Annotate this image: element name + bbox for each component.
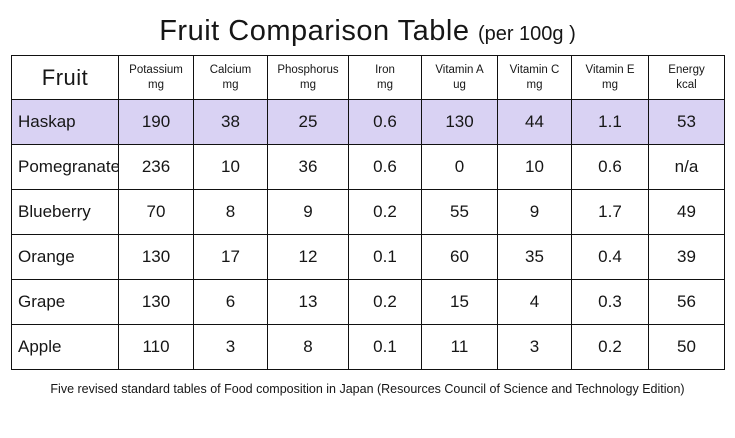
value-cell: n/a bbox=[648, 144, 725, 190]
column-unit: ug bbox=[453, 78, 466, 91]
header-row: Fruit Potassium mg Calcium mg Phosphorus mg Ir… bbox=[11, 55, 725, 100]
value-cell: 39 bbox=[648, 234, 725, 280]
source-note: Five revised standard tables of Food com… bbox=[50, 382, 685, 396]
value-cell: 3 bbox=[497, 324, 572, 370]
column-unit: kcal bbox=[676, 78, 697, 91]
column-header-vitamin-e: Vitamin E mg bbox=[571, 55, 649, 100]
page-title: Fruit Comparison Table (per 100g ) bbox=[0, 0, 735, 55]
value-cell: 0.1 bbox=[348, 324, 422, 370]
column-header-fruit: Fruit bbox=[11, 55, 119, 100]
column-unit: mg bbox=[300, 78, 316, 91]
fruit-name-cell: Grape bbox=[11, 279, 119, 325]
value-cell: 13 bbox=[267, 279, 349, 325]
fruit-name-cell: Blueberry bbox=[11, 189, 119, 235]
value-cell: 8 bbox=[267, 324, 349, 370]
value-cell: 50 bbox=[648, 324, 725, 370]
value-cell: 3 bbox=[193, 324, 268, 370]
table-row: Apple 110 3 8 0.1 11 3 0.2 50 bbox=[11, 324, 725, 370]
column-label: Calcium bbox=[209, 63, 252, 76]
value-cell: 25 bbox=[267, 99, 349, 145]
value-cell: 1.7 bbox=[571, 189, 649, 235]
value-cell: 110 bbox=[118, 324, 194, 370]
fruit-name-cell: Pomegranate bbox=[11, 144, 119, 190]
value-cell: 53 bbox=[648, 99, 725, 145]
value-cell: 1.1 bbox=[571, 99, 649, 145]
value-cell: 6 bbox=[193, 279, 268, 325]
column-unit: mg bbox=[377, 78, 393, 91]
fruit-name-cell: Haskap bbox=[11, 99, 119, 145]
page-title-suffix: (per 100g ) bbox=[477, 23, 576, 45]
value-cell: 60 bbox=[421, 234, 498, 280]
column-label: Vitamin A bbox=[435, 63, 484, 76]
fruit-name-cell: Apple bbox=[11, 324, 119, 370]
value-cell: 130 bbox=[421, 99, 498, 145]
value-cell: 9 bbox=[267, 189, 349, 235]
value-cell: 0.2 bbox=[571, 324, 649, 370]
value-cell: 55 bbox=[421, 189, 498, 235]
value-cell: 49 bbox=[648, 189, 725, 235]
value-cell: 0.1 bbox=[348, 234, 422, 280]
value-cell: 0.4 bbox=[571, 234, 649, 280]
column-header-energy: Energy kcal bbox=[648, 55, 725, 100]
value-cell: 0.6 bbox=[348, 99, 422, 145]
value-cell: 12 bbox=[267, 234, 349, 280]
fruit-name-cell: Orange bbox=[11, 234, 119, 280]
table-row: Grape 130 6 13 0.2 15 4 0.3 56 bbox=[11, 279, 725, 325]
fruit-comparison-table: Fruit Potassium mg Calcium mg Phosphorus mg Ir… bbox=[11, 55, 725, 370]
table-row: Haskap 190 38 25 0.6 130 44 1.1 53 bbox=[11, 99, 725, 145]
value-cell: 0.6 bbox=[571, 144, 649, 190]
column-label: Vitamin C bbox=[509, 63, 560, 76]
table-row: Blueberry 70 8 9 0.2 55 9 1.7 49 bbox=[11, 189, 725, 235]
column-unit: mg bbox=[222, 78, 239, 91]
value-cell: 0 bbox=[421, 144, 498, 190]
column-header-potassium: Potassium mg bbox=[118, 55, 194, 100]
value-cell: 130 bbox=[118, 279, 194, 325]
value-cell: 8 bbox=[193, 189, 268, 235]
value-cell: 130 bbox=[118, 234, 194, 280]
table-body: Haskap 190 38 25 0.6 130 44 1.1 53 Pomegranate 236… bbox=[11, 99, 725, 370]
column-header-iron: Iron mg bbox=[348, 55, 422, 100]
value-cell: 17 bbox=[193, 234, 268, 280]
column-unit: mg bbox=[148, 78, 164, 91]
value-cell: 0.3 bbox=[571, 279, 649, 325]
table-row: Pomegranate 236 10 36 0.6 0 10 0.6 n/a bbox=[11, 144, 725, 190]
column-header-vitamin-a: Vitamin A ug bbox=[421, 55, 498, 100]
value-cell: 44 bbox=[497, 99, 572, 145]
value-cell: 35 bbox=[497, 234, 572, 280]
column-label: Potassium bbox=[129, 63, 183, 76]
value-cell: 11 bbox=[421, 324, 498, 370]
value-cell: 4 bbox=[497, 279, 572, 325]
value-cell: 10 bbox=[193, 144, 268, 190]
column-header-calcium: Calcium mg bbox=[193, 55, 268, 100]
value-cell: 0.2 bbox=[348, 189, 422, 235]
column-label: Energy bbox=[668, 63, 705, 76]
value-cell: 236 bbox=[118, 144, 194, 190]
value-cell: 56 bbox=[648, 279, 725, 325]
value-cell: 10 bbox=[497, 144, 572, 190]
value-cell: 15 bbox=[421, 279, 498, 325]
value-cell: 9 bbox=[497, 189, 572, 235]
column-header-phosphorus: Phosphorus mg bbox=[267, 55, 349, 100]
table-row: Orange 130 17 12 0.1 60 35 0.4 39 bbox=[11, 234, 725, 280]
page-title-main: Fruit Comparison Table bbox=[159, 15, 470, 47]
value-cell: 0.2 bbox=[348, 279, 422, 325]
column-label: Vitamin E bbox=[585, 63, 635, 76]
column-unit: mg bbox=[526, 78, 543, 91]
value-cell: 190 bbox=[118, 99, 194, 145]
column-header-vitamin-c: Vitamin C mg bbox=[497, 55, 572, 100]
value-cell: 38 bbox=[193, 99, 268, 145]
value-cell: 70 bbox=[118, 189, 194, 235]
column-unit: mg bbox=[602, 78, 618, 91]
column-label: Iron bbox=[375, 63, 395, 76]
column-label: Phosphorus bbox=[277, 63, 339, 76]
value-cell: 0.6 bbox=[348, 144, 422, 190]
value-cell: 36 bbox=[267, 144, 349, 190]
